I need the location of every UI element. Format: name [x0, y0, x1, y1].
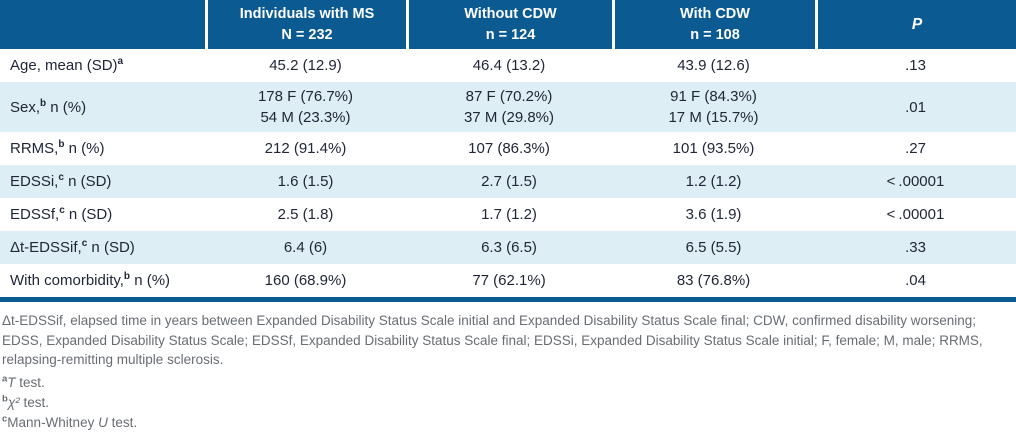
cell-p-value: .13	[905, 57, 926, 74]
statistic-symbol: χ²	[7, 394, 20, 410]
cell-with-cdw: 91 F (84.3%) 17 M (15.7%)	[668, 88, 759, 126]
row-label-text: EDSSf,	[10, 206, 60, 223]
footnote-marker: c	[58, 172, 64, 183]
table-row-edssi: EDSSi,c n (SD) 1.6 (1.5) 2.7 (1.5) 1.2 (…	[0, 165, 1016, 198]
footnote-post-text: test.	[15, 374, 45, 390]
row-label-suffix: n (SD)	[64, 206, 113, 223]
table-row-age: Age, mean (SD)a 45.2 (12.9) 46.4 (13.2) …	[0, 49, 1016, 82]
footnote-a: aT test.	[2, 373, 1014, 393]
row-label-text: RRMS,	[10, 140, 59, 157]
statistic-symbol: T	[7, 374, 16, 390]
footnote-post-text: test.	[107, 415, 138, 431]
cell-without-cdw: 107 (86.3%)	[468, 140, 550, 157]
footnote-marker: b	[58, 139, 65, 150]
footnote-marker: b	[123, 271, 131, 282]
cell-p-value: .27	[905, 140, 926, 157]
row-label-suffix: n (%)	[64, 140, 105, 157]
footnote-marker: c	[81, 238, 88, 249]
header-cell-without-cdw: Without CDW n = 124	[406, 0, 612, 49]
cell-ms: 2.5 (1.8)	[277, 206, 334, 223]
cell-p-value: .01	[905, 98, 926, 116]
table-header: Individuals with MS N = 232 Without CDW …	[0, 0, 1016, 49]
cell-without-cdw: 87 F (70.2%) 37 M (29.8%)	[463, 88, 555, 126]
cell-with-cdw: 6.5 (5.5)	[685, 239, 742, 256]
footnote-c: cMann-Whitney U test.	[2, 413, 1014, 433]
cell-ms: 212 (91.4%)	[264, 140, 347, 157]
table-row-dt-edssif: Δt-EDSSif,c n (SD) 6.4 (6) 6.3 (6.5) 6.5…	[0, 231, 1016, 264]
table-row-rrms: RRMS,b n (%) 212 (91.4%) 107 (86.3%) 101…	[0, 132, 1016, 165]
header-label: Individuals with MS	[239, 6, 375, 23]
row-label: With comorbidity,b n (%)	[0, 264, 205, 297]
row-label: Sex,b n (%)	[0, 82, 205, 132]
header-sublabel: n = 108	[690, 26, 740, 43]
row-label: RRMS,b n (%)	[0, 132, 205, 165]
cell-p-value: < .00001	[886, 206, 945, 223]
row-label-text: Age, mean (SD)	[10, 57, 118, 74]
row-label-suffix: n (%)	[46, 98, 87, 116]
footnote-marker: a	[117, 56, 124, 67]
footnote-marker: b	[40, 97, 47, 109]
footnote-marker: c	[59, 205, 65, 216]
cell-without-cdw: 2.7 (1.5)	[481, 173, 537, 190]
cell-without-cdw: 1.7 (1.2)	[481, 206, 537, 223]
table-row-sex: Sex,b n (%) 178 F (76.7%) 54 M (23.3%) 8…	[0, 82, 1016, 132]
statistic-symbol: U	[98, 415, 108, 431]
row-label: EDSSi,c n (SD)	[0, 165, 205, 198]
table-body: Age, mean (SD)a 45.2 (12.9) 46.4 (13.2) …	[0, 49, 1016, 297]
cell-without-cdw: 46.4 (13.2)	[472, 57, 546, 74]
footnote-post-text: test.	[19, 394, 49, 410]
cell-p-value: < .00001	[886, 173, 945, 190]
row-label: Δt-EDSSif,c n (SD)	[0, 231, 205, 264]
header-cell-empty	[0, 0, 205, 49]
cell-ms: 160 (68.9%)	[264, 272, 347, 289]
header-row: Individuals with MS N = 232 Without CDW …	[0, 0, 1016, 49]
header-label: With CDW	[680, 6, 750, 23]
cell-with-cdw: 3.6 (1.9)	[685, 206, 742, 223]
header-sublabel: n = 124	[485, 26, 536, 43]
row-label: EDSSf,c n (SD)	[0, 198, 205, 231]
table-row-edssf: EDSSf,c n (SD) 2.5 (1.8) 1.7 (1.2) 3.6 (…	[0, 198, 1016, 231]
ms-cdw-comparison-table: Individuals with MS N = 232 Without CDW …	[0, 0, 1016, 297]
cell-ms: 45.2 (12.9)	[269, 57, 342, 74]
row-label-suffix: n (%)	[130, 272, 171, 289]
row-label-text: With comorbidity,	[10, 272, 124, 289]
footnote-pre-text: Mann-Whitney	[7, 415, 99, 431]
cell-p-value: .04	[905, 272, 926, 289]
cell-with-cdw: 1.2 (1.2)	[685, 173, 742, 190]
header-cell-p-value: P	[815, 0, 1016, 49]
header-label: Without CDW	[464, 6, 557, 23]
cell-ms: 6.4 (6)	[283, 239, 328, 256]
footnote-marker: b	[2, 393, 8, 405]
cell-without-cdw: 6.3 (6.5)	[481, 239, 537, 256]
header-cell-individuals-with-ms: Individuals with MS N = 232	[205, 0, 406, 49]
abbreviations-note: Δt-EDSSif, elapsed time in years between…	[2, 313, 983, 368]
cell-with-cdw: 83 (76.8%)	[676, 272, 751, 289]
row-label-text: EDSSi,	[10, 173, 59, 190]
footnote-marker: a	[2, 373, 8, 385]
cell-ms: 178 F (76.7%) 54 M (23.3%)	[257, 88, 354, 126]
header-sublabel: N = 232	[281, 26, 333, 43]
row-label-text: Sex,	[10, 98, 41, 116]
row-label-text: Δt-EDSSif,	[10, 239, 82, 256]
cell-with-cdw: 43.9 (12.6)	[677, 57, 750, 74]
cell-p-value: .33	[905, 239, 926, 256]
header-cell-with-cdw: With CDW n = 108	[612, 0, 815, 49]
table-row-comorbidity: With comorbidity,b n (%) 160 (68.9%) 77 …	[0, 264, 1016, 297]
footnote-b: bχ² test.	[2, 393, 1014, 413]
table-bottom-rule	[0, 297, 1016, 302]
cell-with-cdw: 101 (93.5%)	[672, 140, 755, 157]
table-footnotes: Δt-EDSSif, elapsed time in years between…	[0, 302, 1016, 433]
header-label: P	[911, 15, 923, 33]
row-label-suffix: n (SD)	[63, 173, 112, 190]
cell-ms: 1.6 (1.5)	[277, 173, 334, 190]
cell-without-cdw: 77 (62.1%)	[472, 272, 546, 289]
row-label: Age, mean (SD)a	[0, 49, 205, 82]
row-label-suffix: n (SD)	[87, 239, 135, 256]
